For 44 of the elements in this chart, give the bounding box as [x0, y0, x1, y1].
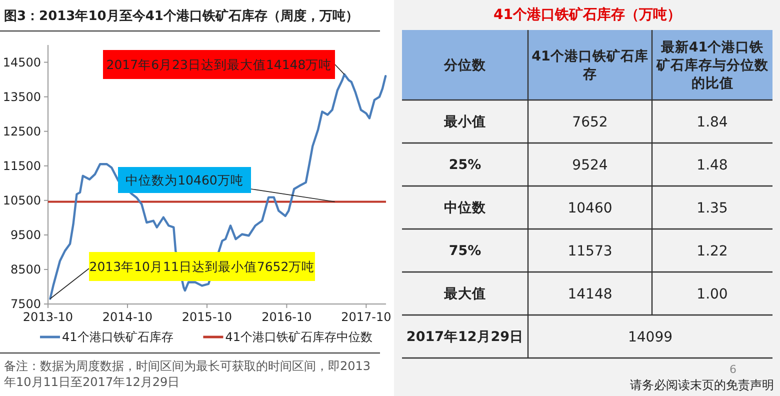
x-tick-label: 2016-10	[262, 310, 312, 324]
text: 11573	[568, 243, 612, 260]
text: 1.22	[696, 243, 728, 260]
text: 中位数	[444, 200, 486, 216]
category-label: 最新41个港口铁矿石库存与分位数的比值	[655, 38, 770, 92]
text: 7652	[572, 114, 608, 130]
y-tick-label: 9500	[10, 228, 41, 242]
text: 备注：数据为周度数据，时间区间为最长可获取的时间区间，即2013年10月11日至2017年12月29日	[4, 359, 371, 389]
text: 10460	[568, 200, 612, 216]
text: 2017年12月29日	[406, 329, 524, 346]
text: 6	[730, 363, 736, 376]
y-tick-label: 8500	[10, 262, 41, 277]
y-tick-label: 12500	[2, 124, 41, 139]
x-tick-label: 2017-10	[341, 310, 392, 324]
chart-title: 图3：2013年10月至今41个港口铁矿石库存（周度，万吨）	[4, 8, 358, 24]
text: 请务必阅读末页的免责声明	[630, 378, 774, 392]
text: 最大值	[444, 286, 486, 302]
text: 14099	[628, 329, 673, 346]
annotation: 2017年6月23日达到最大值14148万吨	[106, 56, 332, 72]
text: 1.84	[696, 114, 728, 130]
text: 1.35	[696, 200, 728, 216]
y-tick-label: 11500	[2, 159, 41, 174]
text: 1.00	[696, 286, 728, 302]
annotation: 中位数为10460万吨	[126, 172, 244, 188]
x-tick-label: 2015-10	[182, 310, 232, 324]
y-tick-label: 13500	[2, 90, 41, 104]
y-tick-label: 7500	[10, 297, 41, 312]
text: 41个港口铁矿石库存（万吨）	[494, 6, 681, 23]
text: 25%	[448, 157, 482, 174]
text: 最小值	[444, 114, 486, 130]
y-tick-label: 14500	[2, 55, 41, 70]
x-tick-label: 2014-10	[102, 310, 153, 324]
legend-label: 41个港口铁矿石库存	[62, 330, 174, 344]
y-tick-label: 10500	[2, 194, 41, 208]
category-label: 41个港口铁矿石库存	[532, 48, 648, 83]
line-series	[49, 73, 387, 300]
text: 14148	[568, 286, 612, 302]
text: 1.48	[696, 157, 728, 174]
text: 9524	[572, 157, 608, 174]
x-tick-label: 2013-10	[22, 310, 74, 324]
text: 75%	[448, 243, 482, 260]
category-label: 分位数	[443, 58, 487, 74]
annotation: 2013年10月11日达到最小值7652万吨	[89, 258, 315, 274]
legend-label: 41个港口铁矿石库存中位数	[225, 330, 372, 344]
